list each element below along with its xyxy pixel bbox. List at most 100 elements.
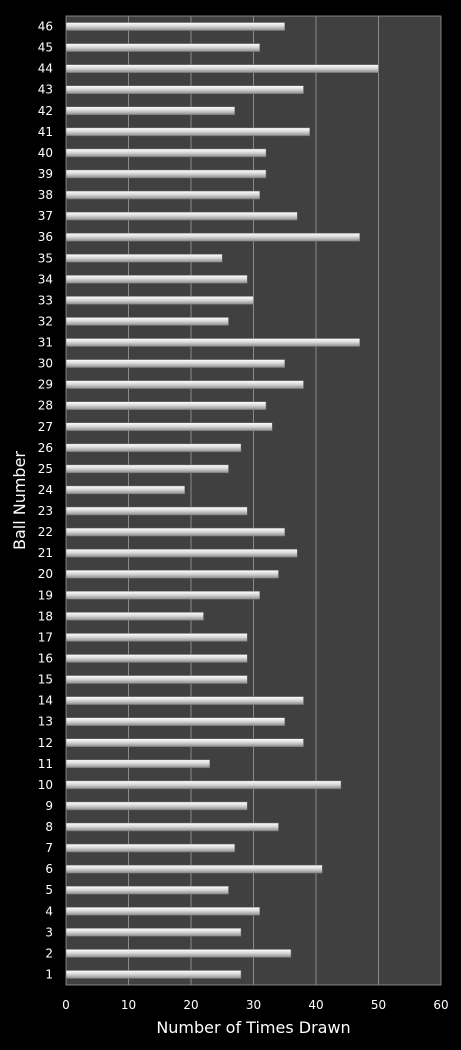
bar-ball-22 — [65, 527, 285, 537]
bar-ball-19 — [65, 591, 260, 600]
y-tick-label: 30 — [38, 357, 53, 371]
bar-ball-34 — [65, 275, 248, 284]
bar-ball-41 — [65, 127, 310, 137]
bar-ball-13 — [65, 717, 285, 726]
x-tick-label: 30 — [246, 998, 261, 1012]
bar-ball-1 — [65, 970, 242, 979]
y-tick-label: 44 — [38, 62, 53, 76]
y-tick-label: 18 — [38, 609, 53, 623]
x-tick-label: 60 — [433, 998, 448, 1012]
x-tick-label: 40 — [308, 998, 323, 1012]
y-tick-label: 27 — [38, 420, 53, 434]
y-tick-label: 1 — [45, 967, 53, 981]
y-tick-label: 38 — [38, 188, 53, 202]
y-tick-label: 40 — [38, 146, 53, 160]
bar-ball-31 — [65, 338, 360, 347]
bar-ball-2 — [65, 949, 292, 958]
y-axis-title: Ball Number — [10, 451, 29, 550]
y-tick-label: 46 — [38, 20, 53, 34]
y-tick-label: 31 — [38, 336, 53, 350]
bar-ball-8 — [65, 822, 279, 832]
bar-ball-12 — [65, 738, 304, 747]
x-tick-label: 20 — [183, 998, 198, 1012]
y-tick-label: 33 — [38, 293, 53, 307]
y-tick-label: 17 — [38, 630, 53, 644]
y-tick-labels: 1234567891011121314151617181920212223242… — [38, 20, 53, 982]
bar-ball-11 — [65, 759, 210, 769]
y-tick-label: 9 — [45, 799, 53, 813]
bar-ball-25 — [65, 464, 229, 474]
bar-ball-7 — [65, 843, 235, 853]
y-tick-label: 37 — [38, 209, 53, 223]
bar-ball-44 — [65, 64, 379, 73]
y-tick-label: 15 — [38, 673, 53, 687]
bar-ball-29 — [65, 380, 304, 389]
x-tick-labels: 0 10 20 30 40 50 60 — [62, 998, 448, 1012]
y-tick-label: 10 — [38, 778, 53, 792]
bar-ball-37 — [65, 211, 298, 221]
y-tick-label: 8 — [45, 820, 53, 834]
bar-ball-36 — [65, 232, 360, 242]
bar-ball-46 — [65, 22, 285, 31]
y-tick-label: 39 — [38, 167, 53, 181]
y-tick-label: 2 — [45, 946, 53, 960]
y-tick-label: 12 — [38, 736, 53, 750]
y-tick-label: 16 — [38, 651, 53, 665]
y-tick-label: 24 — [38, 483, 53, 497]
y-tick-label: 26 — [38, 441, 53, 455]
bar-ball-32 — [65, 317, 229, 326]
bar-ball-17 — [65, 633, 248, 642]
bar-ball-33 — [65, 296, 254, 305]
y-tick-label: 6 — [45, 862, 53, 876]
y-tick-label: 3 — [45, 925, 53, 939]
y-tick-label: 43 — [38, 83, 53, 97]
bar-ball-40 — [65, 148, 267, 158]
bar-ball-21 — [65, 548, 298, 558]
y-tick-label: 41 — [38, 125, 53, 139]
bar-ball-27 — [65, 422, 273, 432]
bar-ball-30 — [65, 359, 285, 368]
x-tick-label: 0 — [62, 998, 70, 1012]
y-tick-label: 19 — [38, 588, 53, 602]
y-tick-label: 13 — [38, 715, 53, 729]
bar-ball-15 — [65, 675, 248, 684]
bar-ball-28 — [65, 401, 267, 410]
y-tick-label: 36 — [38, 230, 53, 244]
bar-ball-23 — [65, 506, 248, 516]
bar-ball-10 — [65, 780, 342, 790]
y-tick-label: 34 — [38, 272, 53, 286]
bar-ball-26 — [65, 443, 242, 453]
bar-ball-45 — [65, 43, 260, 52]
bar-ball-4 — [65, 907, 260, 916]
y-tick-label: 21 — [38, 546, 53, 560]
y-tick-label: 4 — [45, 904, 53, 918]
y-tick-label: 14 — [38, 694, 53, 708]
bar-ball-20 — [65, 569, 279, 579]
x-axis-title: Number of Times Drawn — [156, 1018, 350, 1037]
bar-ball-35 — [65, 254, 223, 263]
y-tick-label: 28 — [38, 399, 53, 413]
bar-ball-39 — [65, 169, 267, 179]
y-tick-label: 23 — [38, 504, 53, 518]
bar-ball-38 — [65, 190, 260, 200]
y-tick-label: 22 — [38, 525, 53, 539]
y-tick-label: 42 — [38, 104, 53, 118]
bar-ball-3 — [65, 928, 242, 937]
x-tick-label: 50 — [371, 998, 386, 1012]
y-tick-label: 25 — [38, 462, 53, 476]
bar-ball-6 — [65, 864, 323, 874]
y-tick-label: 7 — [45, 841, 53, 855]
x-tick-label: 10 — [121, 998, 136, 1012]
bar-ball-5 — [65, 885, 229, 895]
y-tick-label: 29 — [38, 378, 53, 392]
y-tick-label: 20 — [38, 567, 53, 581]
bar-ball-9 — [65, 801, 248, 811]
y-tick-label: 32 — [38, 314, 53, 328]
bar-ball-14 — [65, 696, 304, 705]
bar-ball-24 — [65, 485, 185, 495]
bar-ball-18 — [65, 612, 204, 621]
bar-ball-43 — [65, 85, 304, 94]
y-tick-label: 35 — [38, 251, 53, 265]
y-tick-label: 5 — [45, 883, 53, 897]
